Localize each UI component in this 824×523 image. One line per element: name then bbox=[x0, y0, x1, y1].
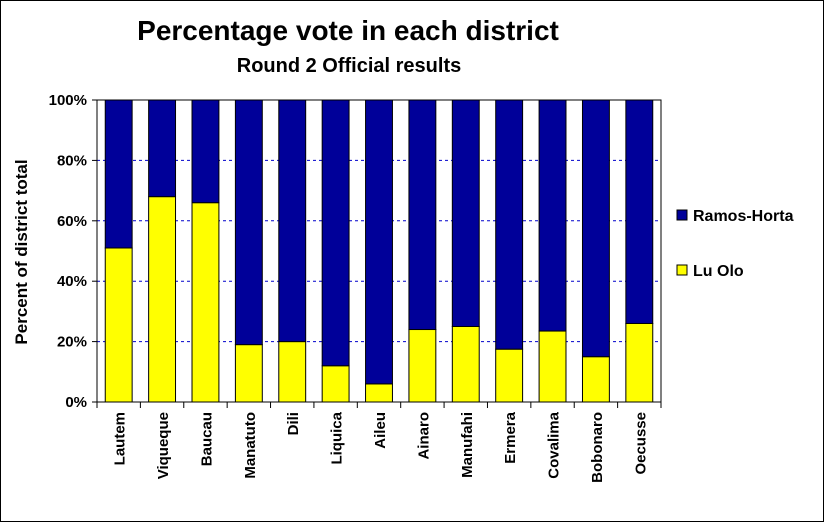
bar-ramos-horta bbox=[234, 99, 263, 346]
x-tick-label: Bobonaro bbox=[589, 412, 606, 483]
chart-subtitle: Round 2 Official results bbox=[237, 55, 461, 77]
y-tick-label: 60% bbox=[57, 213, 87, 230]
bar-ramos-horta bbox=[408, 99, 437, 331]
y-tick-label: 80% bbox=[57, 152, 87, 169]
bar-ramos-horta bbox=[625, 99, 654, 324]
bar-lu-olo bbox=[365, 383, 393, 403]
bar-lu-olo bbox=[104, 247, 133, 403]
plot-area: 0% 20% 40% 60% 80% 100% Lautem Viqueque Baucau Ma… bbox=[49, 92, 662, 483]
bar-ramos-horta bbox=[278, 99, 307, 343]
bar-ramos-horta bbox=[191, 99, 220, 204]
plot-border bbox=[96, 99, 662, 403]
bar-lu-olo bbox=[495, 348, 524, 403]
bar-lu-olo bbox=[278, 341, 307, 403]
bar-lu-olo bbox=[625, 322, 654, 403]
bar-lu-olo bbox=[191, 202, 220, 403]
bar-lu-olo bbox=[538, 330, 567, 403]
bar-lu-olo bbox=[581, 356, 610, 403]
x-tick-label: Ermera bbox=[502, 411, 519, 463]
legend-label-lu-olo: Lu Olo bbox=[693, 263, 744, 280]
bar-ramos-horta bbox=[365, 99, 393, 385]
bar-lu-olo bbox=[234, 344, 263, 403]
bar-ramos-horta bbox=[538, 99, 567, 332]
x-tick-label: Baucau bbox=[198, 412, 215, 466]
legend-swatch-lu-olo bbox=[676, 264, 688, 276]
chart-title: Percentage vote in each district bbox=[137, 15, 559, 46]
x-tick-label: Ainaro bbox=[415, 412, 432, 460]
x-tick-label: Manufahi bbox=[459, 412, 476, 478]
bar-ramos-horta bbox=[321, 99, 350, 367]
y-tick-label: 100% bbox=[49, 92, 87, 109]
bar-lu-olo bbox=[321, 365, 350, 403]
x-tick-label: Covalima bbox=[546, 411, 563, 478]
legend-swatch-ramos-horta bbox=[676, 209, 688, 221]
legend: Ramos-Horta Lu Olo bbox=[676, 208, 794, 280]
bar-lu-olo bbox=[451, 326, 480, 403]
y-tick-label: 40% bbox=[57, 273, 87, 290]
bar-ramos-horta bbox=[495, 99, 524, 350]
x-tick-label: Lautem bbox=[112, 412, 129, 465]
x-tick-label: Viqueque bbox=[155, 412, 172, 479]
bar-ramos-horta bbox=[581, 99, 610, 358]
x-tick-label: Oecusse bbox=[632, 412, 649, 475]
bar-ramos-horta bbox=[451, 99, 480, 327]
y-tick-label: 20% bbox=[57, 334, 87, 351]
bar-lu-olo bbox=[148, 196, 177, 403]
y-axis-label: Percent of district total bbox=[12, 159, 31, 344]
bar-ramos-horta bbox=[148, 99, 177, 198]
x-tick-label: Liquica bbox=[329, 411, 346, 464]
legend-label-ramos-horta: Ramos-Horta bbox=[693, 208, 794, 225]
y-tick-label: 0% bbox=[65, 394, 87, 411]
bar-ramos-horta bbox=[104, 99, 133, 249]
x-tick-label: Manatuto bbox=[242, 412, 259, 479]
x-tick-label: Aileu bbox=[372, 412, 389, 449]
x-tick-label: Dili bbox=[285, 412, 302, 435]
bar-lu-olo bbox=[408, 329, 437, 403]
